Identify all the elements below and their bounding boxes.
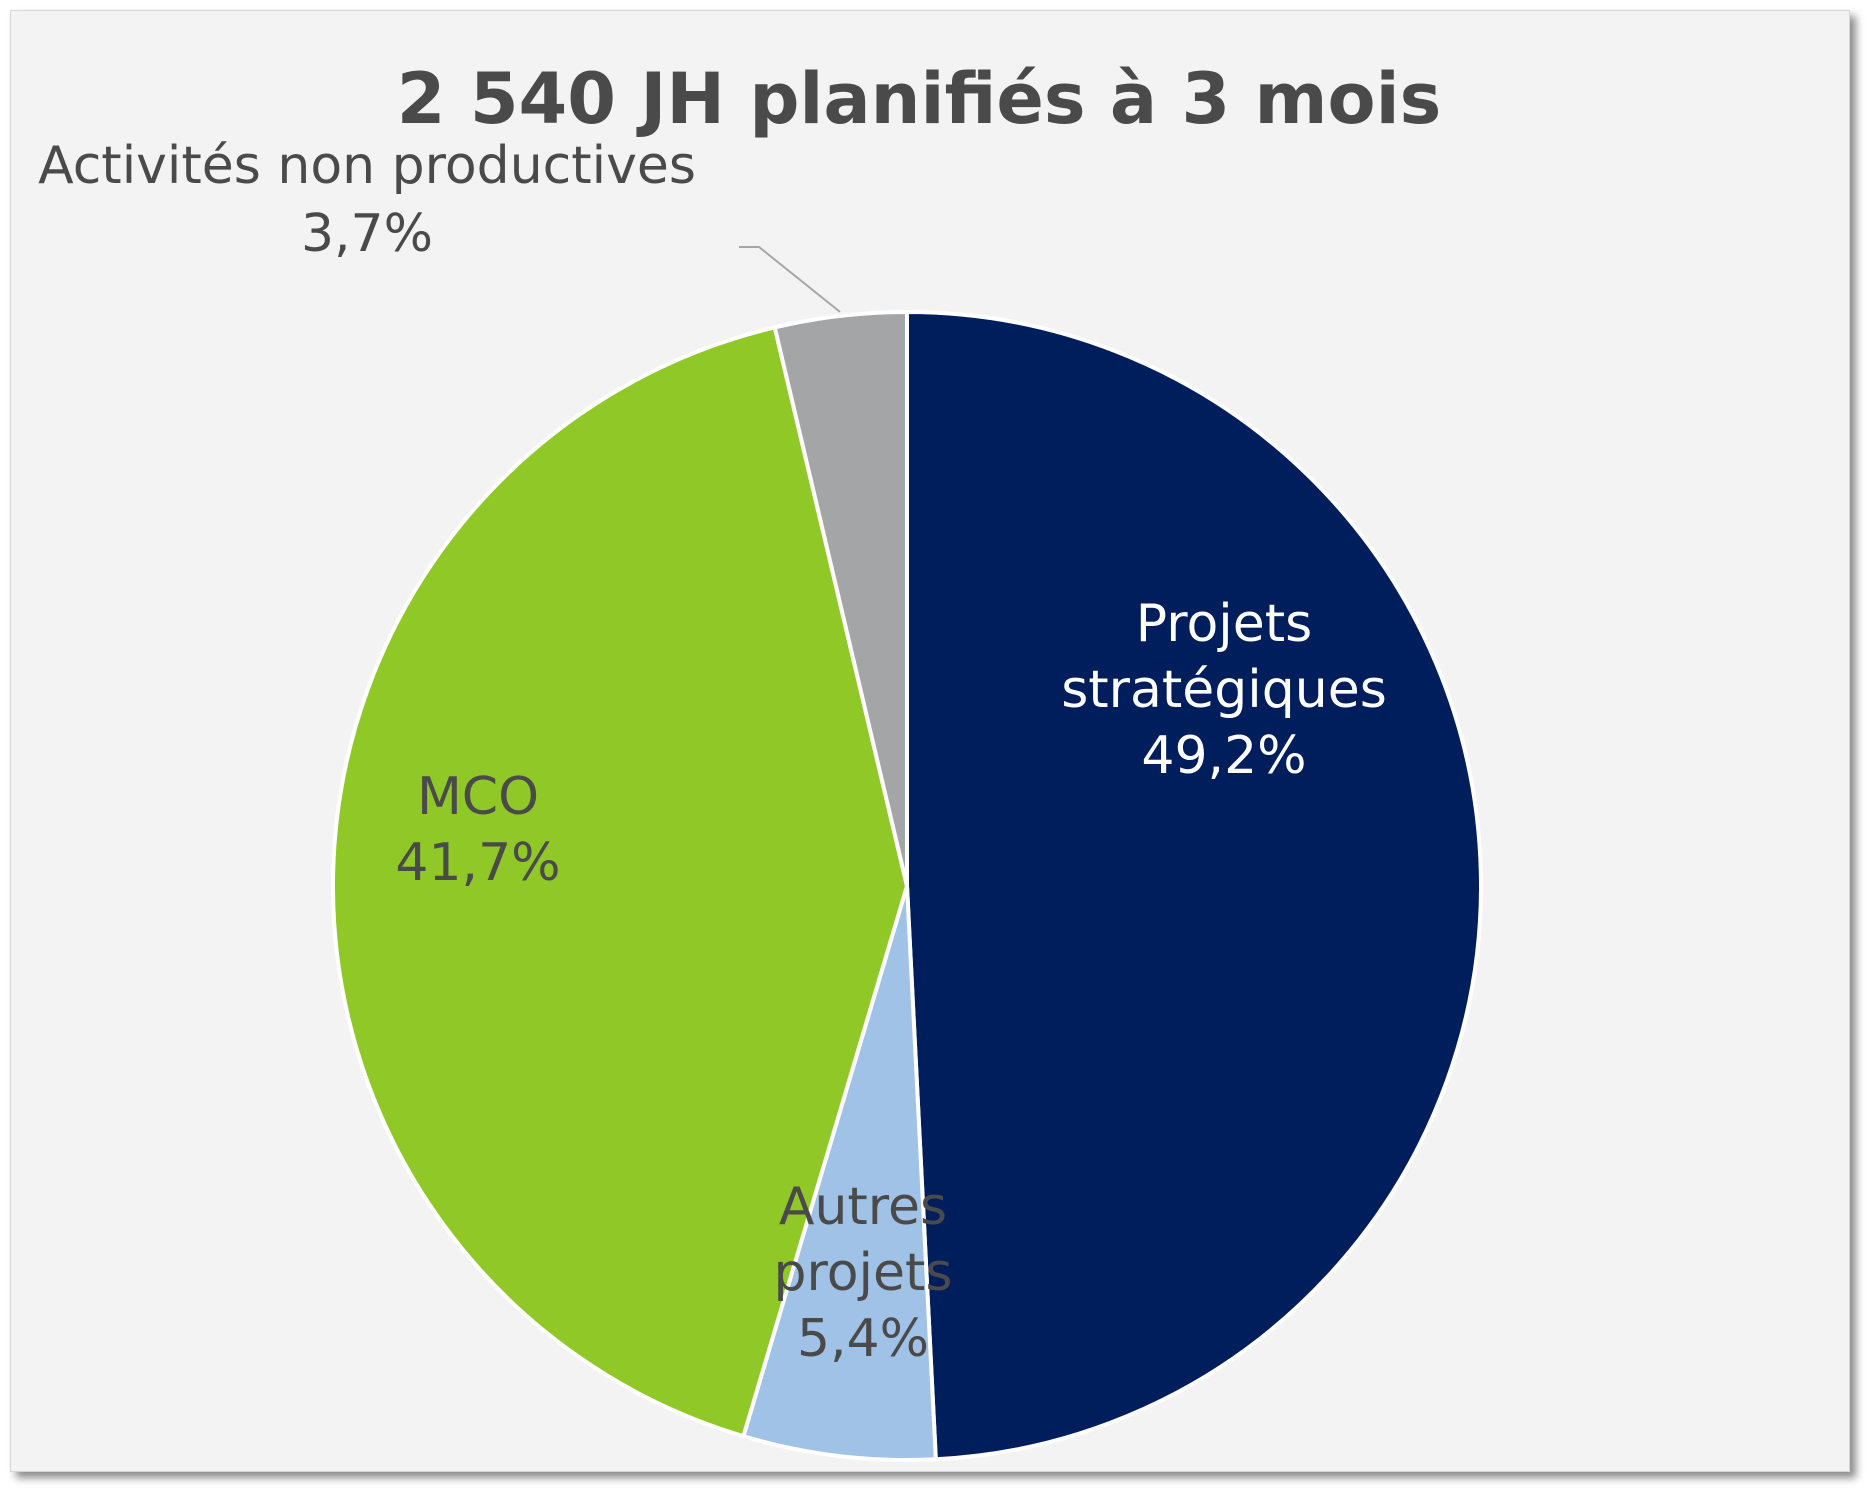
pie-slice-strategic-projects (905, 310, 1484, 1462)
pie-slice-mco (331, 325, 909, 1439)
slice-name-mco: MCO (417, 767, 539, 827)
slice-label-strategic-projects: Projets stratégiques 49,2% (1061, 594, 1387, 786)
slice-name-strategic-projects: stratégiques (1061, 660, 1387, 720)
pie-labels: Projets stratégiques 49,2% Autres projets 5,4… (38, 136, 1387, 1369)
slice-label-non-productive: Activités non productives 3,7% (38, 136, 696, 264)
slice-name-other-projects: projets (774, 1243, 953, 1303)
leader-line-non-productive (739, 246, 841, 313)
chart-title: 2 540 JH planifiés à 3 mois (397, 58, 1442, 140)
slice-name-non-productive: Activités non productives (38, 136, 696, 196)
chart-frame: 2 540 JH planifiés à 3 mois Projets strat… (10, 10, 1850, 1472)
pie-slice-non-productive (772, 310, 909, 888)
slice-label-other-projects: Autres projets 5,4% (774, 1177, 953, 1369)
slice-name-strategic-projects: Projets (1136, 594, 1312, 654)
slice-value-non-productive: 3,7% (301, 204, 433, 264)
slice-name-other-projects: Autres (779, 1177, 947, 1237)
pie-slices (331, 310, 1484, 1462)
pie-slice-other-projects (741, 884, 938, 1462)
slice-value-strategic-projects: 49,2% (1141, 726, 1306, 786)
slice-value-mco: 41,7% (395, 833, 560, 893)
slice-label-mco: MCO 41,7% (395, 767, 560, 893)
pie-chart: 2 540 JH planifiés à 3 mois Projets strat… (38, 58, 1484, 1462)
slice-value-other-projects: 5,4% (797, 1309, 929, 1369)
